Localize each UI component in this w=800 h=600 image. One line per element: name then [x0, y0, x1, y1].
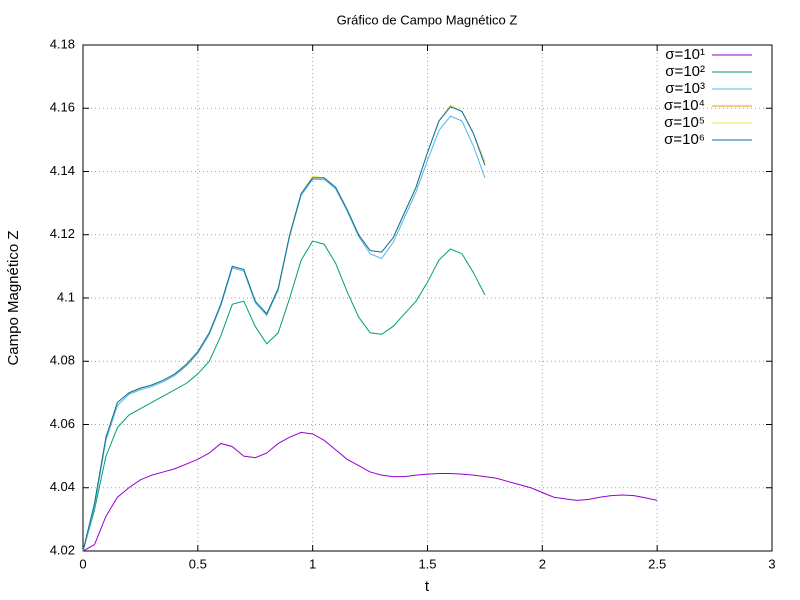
series-line [82, 240, 486, 552]
x-tick-label: 2 [539, 556, 546, 571]
y-tick-label: 4.02 [50, 542, 75, 557]
legend-label: σ=10² [665, 63, 705, 80]
x-tick-label: 1 [309, 556, 316, 571]
x-tick-label: 0.5 [189, 556, 207, 571]
legend-label: σ=10⁵ [664, 114, 705, 131]
y-tick-label: 4.06 [50, 416, 75, 431]
legend-label: σ=10⁴ [664, 97, 705, 114]
series-line [82, 106, 486, 552]
y-tick-label: 4.1 [57, 289, 75, 304]
x-axis-label: t [425, 578, 430, 595]
x-tick-label: 2.5 [648, 556, 666, 571]
y-tick-label: 4.18 [50, 36, 75, 51]
series-line [82, 106, 486, 552]
legend-label: σ=10³ [665, 80, 705, 97]
chart-title: Gráfico de Campo Magnético Z [337, 12, 518, 27]
y-tick-label: 4.08 [50, 353, 75, 368]
series-line [82, 115, 486, 552]
y-axis-label: Campo Magnético Z [5, 230, 22, 365]
legend-label: σ=10⁶ [664, 131, 705, 148]
y-tick-label: 4.16 [50, 100, 75, 115]
y-tick-label: 4.14 [50, 163, 75, 178]
x-tick-label: 0 [79, 556, 86, 571]
y-tick-label: 4.04 [50, 479, 75, 494]
plot-border [82, 44, 773, 552]
y-tick-label: 4.12 [50, 226, 75, 241]
x-tick-label: 3 [768, 556, 775, 571]
legend-label: σ=10¹ [665, 46, 705, 63]
x-tick-label: 1.5 [418, 556, 436, 571]
series-line [82, 431, 658, 552]
